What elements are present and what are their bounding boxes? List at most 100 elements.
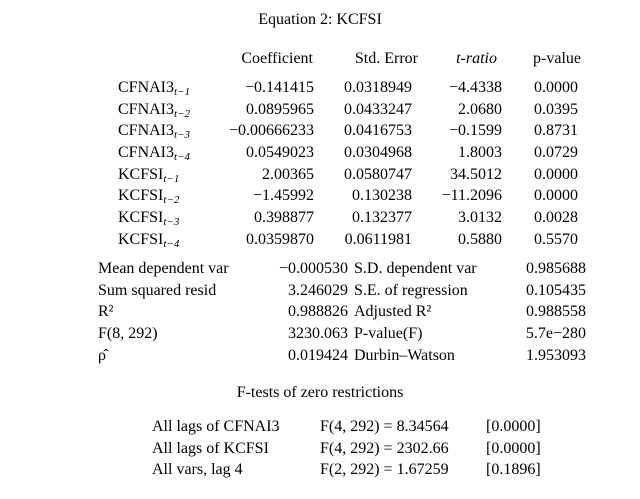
table-row: KCFSIt−2 −1.45992 0.130238 −11.2096 0.0000 [118,185,578,207]
coefficient-value: −0.00666233 [228,122,314,140]
variable-name: CFNAI3t−3 [118,120,228,142]
coefficient-value: 2.00365 [262,165,314,183]
table-row: CFNAI3t−1 −0.141415 0.0318949 −4.4338 0.0000 [118,77,578,99]
col-header-p-value: p-value [533,50,581,67]
coefficient-value: 0.0895965 [246,100,314,118]
t-ratio-value: −4.4338 [448,78,502,96]
variable-lag: t−4 [163,237,180,250]
ftest-p-value: [0.0000] [486,417,541,435]
stat-value: 0.988558 [526,303,586,321]
stats-row: F(8, 292) 3230.063 P-value(F) 5.7e−280 [98,323,586,345]
variable-name: KCFSIt−2 [118,185,228,207]
stats-row: R² 0.988826 Adjusted R² 0.988558 [98,301,586,323]
p-value-value: 0.0000 [534,165,578,183]
variable-lag: t−1 [163,172,180,185]
std-error-value: 0.132377 [352,208,412,226]
stat-value: 3230.063 [288,324,348,342]
table-row: CFNAI3t−2 0.0895965 0.0433247 2.0680 0.0395 [118,99,578,121]
variable-base: KCFSI [118,187,164,205]
stat-label: S.D. dependent var [354,259,477,277]
coefficient-value: 0.0359870 [246,230,314,248]
variable-base: CFNAI3 [118,78,175,96]
stat-label: S.E. of regression [354,281,468,299]
stats-row: Mean dependent var −0.000530 S.D. dependen… [98,258,586,280]
stat-value: 5.7e−280 [525,324,586,342]
table-row: KCFSIt−1 2.00365 0.0580747 34.5012 0.0000 [118,164,578,186]
table-row: CFNAI3t−4 0.0549023 0.0304968 1.8003 0.0729 [118,142,578,164]
std-error-value: 0.0580747 [344,165,412,183]
col-header-coefficient: Coefficient [241,50,313,67]
p-value-value: 0.0000 [534,187,578,205]
variable-name: CFNAI3t−4 [118,142,228,164]
coefficient-table: CFNAI3t−1 −0.141415 0.0318949 −4.4338 0.0000… [118,77,578,251]
coefficient-value: 0.0549023 [246,143,314,161]
variable-base: CFNAI3 [118,143,175,161]
variable-lag: t−3 [174,129,190,142]
ftest-statistic: F(2, 292) = 1.67259 [320,461,449,479]
variable-name: KCFSIt−1 [118,164,228,186]
stat-label: R² [98,303,114,321]
std-error-value: 0.0433247 [344,100,412,118]
t-ratio-value: −0.1599 [448,122,502,140]
variable-lag: t−1 [174,85,190,98]
table-row: KCFSIt−3 0.398877 0.132377 3.0132 0.0028 [118,207,578,229]
stat-value: −0.000530 [278,259,348,277]
col-header-std-error: Std. Error [354,50,418,67]
std-error-value: 0.130238 [352,187,412,205]
variable-name: CFNAI3t−1 [118,77,228,99]
ftest-label: All lags of CFNAI3 [152,417,280,435]
variable-name: KCFSIt−4 [118,229,228,251]
col-header-t-ratio: t-ratio [456,50,497,67]
stats-row: ρ̂ 0.019424 Durbin–Watson 1.953093 [98,345,586,367]
variable-base: KCFSI [118,208,164,226]
stat-value: 0.019424 [288,346,348,364]
ftest-row: All vars, lag 4 F(2, 292) = 1.67259 [0.189… [152,459,541,481]
stat-label: Mean dependent var [98,259,229,277]
p-value-value: 0.0729 [534,143,578,161]
t-ratio-value: −11.2096 [441,187,502,205]
ftests-title: F-tests of zero restrictions [236,384,404,401]
table-row: CFNAI3t−3 −0.00666233 0.0416753 −0.1599 0.87… [118,120,578,142]
variable-base: KCFSI [118,165,164,183]
std-error-value: 0.0304968 [344,143,412,161]
equation-title: Equation 2: KCFSI [258,11,382,28]
stat-value: 0.105435 [526,281,586,299]
p-value-value: 0.0000 [534,78,578,96]
ftest-statistic: F(4, 292) = 2302.66 [320,439,449,457]
p-value-value: 0.5570 [534,230,578,248]
coefficient-value: −1.45992 [252,187,314,205]
t-ratio-value: 0.5880 [458,230,502,248]
t-ratio-value: 2.0680 [458,100,502,118]
stat-value: 1.953093 [526,346,586,364]
variable-base: CFNAI3 [118,122,175,140]
stat-label: Durbin–Watson [354,346,455,364]
table-row: KCFSIt−4 0.0359870 0.0611981 0.5880 0.5570 [118,229,578,251]
variable-lag: t−3 [163,215,180,228]
ftest-row: All lags of KCFSI F(4, 292) = 2302.66 [0.0… [152,438,541,460]
variable-name: CFNAI3t−2 [118,99,228,121]
summary-stats-table: Mean dependent var −0.000530 S.D. dependen… [98,258,586,366]
coefficient-value: 0.398877 [254,208,314,226]
ftest-row: All lags of CFNAI3 F(4, 292) = 8.34564 [0.… [152,416,541,438]
ftests-table: All lags of CFNAI3 F(4, 292) = 8.34564 [0.… [152,416,541,481]
stat-label: Sum squared resid [98,281,217,299]
variable-lag: t−2 [174,107,190,120]
variable-base: CFNAI3 [118,100,175,118]
ftest-p-value: [0.1896] [486,461,541,479]
p-value-value: 0.0395 [534,100,578,118]
stat-label: P-value(F) [354,324,423,342]
std-error-value: 0.0611981 [344,230,412,248]
variable-base: KCFSI [118,230,164,248]
ftest-label: All vars, lag 4 [152,461,243,479]
ftest-p-value: [0.0000] [486,439,541,457]
variable-lag: t−2 [163,194,180,207]
t-ratio-value: 3.0132 [458,208,502,226]
stat-label: Adjusted R² [354,303,432,321]
p-value-value: 0.8731 [534,122,578,140]
stat-label: F(8, 292) [98,324,158,342]
ftest-label: All lags of KCFSI [152,439,269,457]
t-ratio-value: 1.8003 [458,143,502,161]
stat-value: 0.988826 [288,303,348,321]
ftest-statistic: F(4, 292) = 8.34564 [320,417,449,435]
stat-label: ρ̂ [98,346,106,364]
